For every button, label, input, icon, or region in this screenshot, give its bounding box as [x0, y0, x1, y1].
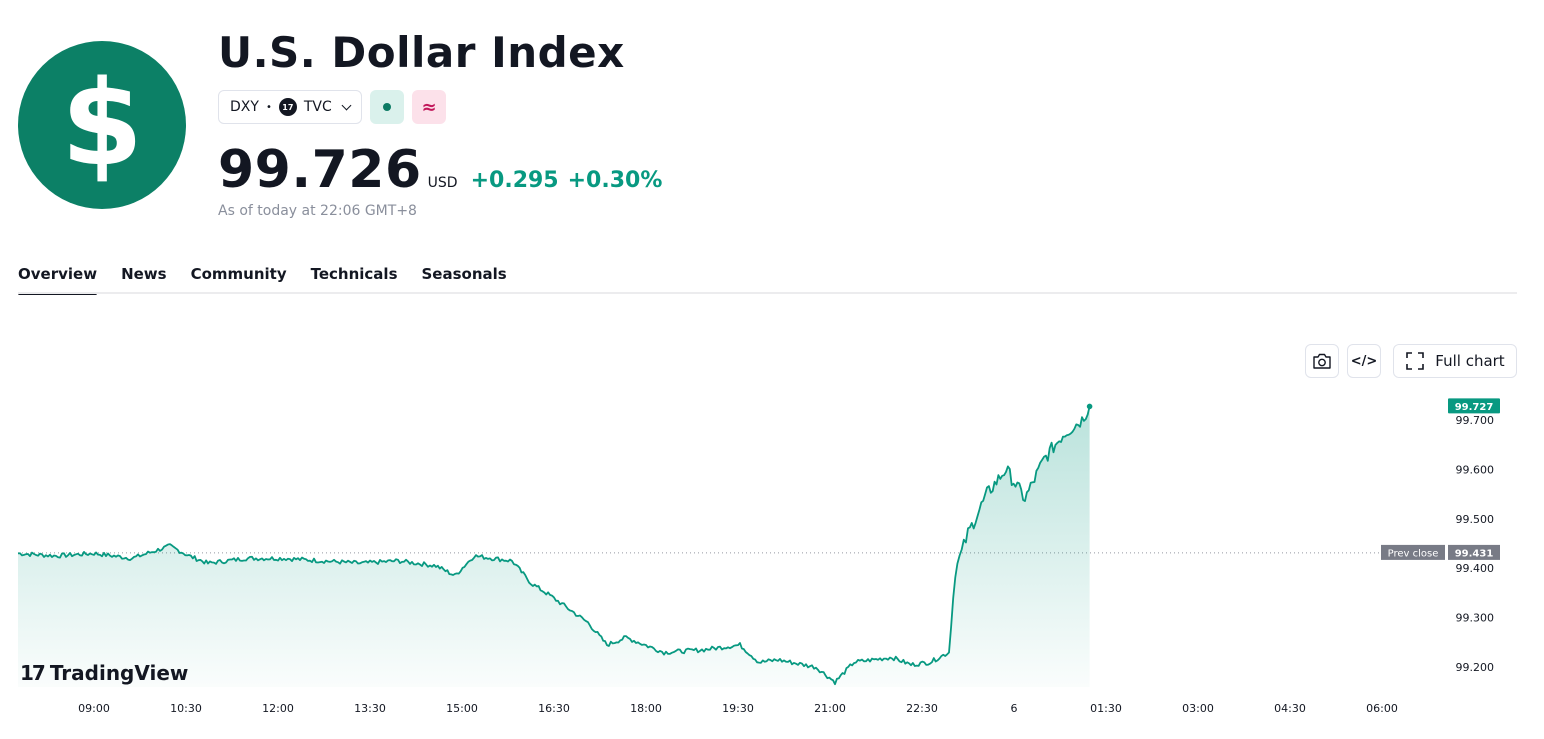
tradingview-exchange-icon: 17: [278, 98, 297, 116]
market-open-status-button[interactable]: [370, 90, 404, 124]
delayed-data-status-button[interactable]: ≈: [412, 90, 446, 124]
y-tick-label: 99.300: [1456, 612, 1495, 625]
last-price: 99.726: [218, 140, 422, 200]
prev-close-label-text: Prev close: [1388, 548, 1439, 559]
price-chart[interactable]: 09:00 10:30 12:00 13:30 15:00 16:30 18:00 19:30…: [0, 380, 1544, 725]
symbol-label: DXY: [230, 99, 259, 115]
tab-news[interactable]: News: [121, 265, 167, 283]
prev-close-value-text: 99.431: [1455, 548, 1494, 559]
price-series-line: [17, 406, 1091, 686]
chevron-down-icon: [341, 100, 352, 110]
price-area-fill: [18, 406, 1090, 687]
x-tick-label: 18:00: [630, 702, 662, 715]
last-price-label: 99.727: [1448, 398, 1500, 414]
dollar-logo: $: [18, 41, 186, 209]
quote-timestamp: As of today at 22:06 GMT+8: [218, 203, 417, 219]
camera-icon: [1313, 353, 1331, 369]
tab-community[interactable]: Community: [190, 265, 287, 283]
x-tick-label: 01:30: [1090, 702, 1122, 715]
fullscreen-icon: [1406, 352, 1425, 370]
tradingview-logo-icon: 17: [20, 661, 46, 685]
tabs-divider: [18, 292, 1517, 294]
x-tick-label: 03:00: [1182, 702, 1214, 715]
page-title: U.S. Dollar Index: [218, 28, 625, 77]
x-tick-label: 6: [1011, 702, 1018, 715]
y-tick-label: 99.600: [1456, 463, 1495, 476]
separator-dot: •: [265, 101, 272, 113]
tab-technicals[interactable]: Technicals: [310, 265, 398, 283]
tab-overview[interactable]: Overview: [18, 265, 98, 295]
symbol-exchange-selector[interactable]: DXY • 17 TVC: [218, 90, 362, 124]
x-tick-label: 09:00: [78, 702, 110, 715]
x-tick-label: 15:00: [446, 702, 478, 715]
code-icon: </>: [1350, 353, 1378, 369]
snapshot-button[interactable]: [1305, 344, 1339, 378]
last-price-label-text: 99.727: [1455, 402, 1494, 413]
full-chart-label: Full chart: [1435, 352, 1505, 370]
quote-row: 99.726 USD +0.295 +0.30%: [218, 140, 662, 200]
dollar-sign-icon: $: [60, 54, 144, 192]
full-chart-button[interactable]: Full chart: [1393, 344, 1517, 378]
x-tick-label: 12:00: [262, 702, 294, 715]
x-tick-label: 10:30: [170, 702, 202, 715]
x-tick-label: 06:00: [1366, 702, 1398, 715]
exchange-label: TVC: [303, 99, 332, 115]
x-tick-label: 04:30: [1274, 702, 1306, 715]
tab-seasonals[interactable]: Seasonals: [421, 265, 507, 283]
embed-button[interactable]: </>: [1347, 344, 1381, 378]
prev-close-label: Prev close 99.431: [1381, 544, 1500, 560]
y-tick-label: 99.400: [1456, 562, 1495, 575]
x-tick-label: 21:00: [814, 702, 846, 715]
x-tick-label: 16:30: [538, 702, 570, 715]
y-tick-label: 99.200: [1456, 661, 1495, 674]
y-tick-label: 99.500: [1456, 513, 1495, 526]
x-tick-label: 19:30: [722, 702, 754, 715]
tradingview-logo[interactable]: 17 TradingView: [20, 661, 188, 685]
y-tick-label: 99.700: [1456, 414, 1495, 427]
x-tick-label: 13:30: [354, 702, 386, 715]
section-tabs: Overview News Community Technicals Seaso…: [18, 265, 507, 295]
tradingview-wordmark: TradingView: [49, 661, 189, 685]
price-change-percent: +0.30%: [567, 168, 663, 193]
currency-label: USD: [427, 175, 458, 191]
market-open-dot-icon: [383, 103, 391, 111]
last-price-dot: [1086, 403, 1093, 410]
delayed-data-icon: ≈: [421, 96, 437, 118]
price-change: +0.295: [470, 168, 559, 193]
x-tick-label: 22:30: [906, 702, 938, 715]
